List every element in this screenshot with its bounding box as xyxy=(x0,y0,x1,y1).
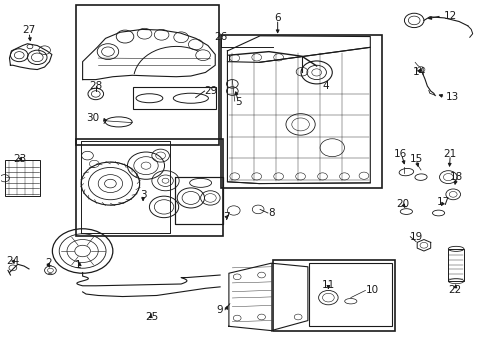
Text: 2: 2 xyxy=(45,258,52,268)
Text: 3: 3 xyxy=(140,190,146,200)
Text: 9: 9 xyxy=(216,305,222,315)
Bar xyxy=(133,87,216,109)
Text: 14: 14 xyxy=(411,67,425,77)
Text: 17: 17 xyxy=(436,197,449,207)
Text: 29: 29 xyxy=(204,86,217,96)
Bar xyxy=(4,160,40,196)
Text: 4: 4 xyxy=(322,81,328,91)
Text: 7: 7 xyxy=(222,212,229,221)
Text: 28: 28 xyxy=(89,81,102,91)
Text: 1: 1 xyxy=(74,260,81,270)
Bar xyxy=(221,35,381,188)
Text: 13: 13 xyxy=(445,92,458,102)
Text: 6: 6 xyxy=(274,13,281,23)
Bar xyxy=(308,263,391,326)
Text: 16: 16 xyxy=(393,149,407,159)
Text: 24: 24 xyxy=(6,256,20,266)
Text: 18: 18 xyxy=(449,172,462,182)
Text: 19: 19 xyxy=(409,232,423,242)
Text: 27: 27 xyxy=(22,25,36,35)
Text: 22: 22 xyxy=(447,285,461,296)
Text: 8: 8 xyxy=(267,208,274,218)
Bar xyxy=(447,249,463,281)
Text: 21: 21 xyxy=(443,149,456,159)
Text: 5: 5 xyxy=(234,97,241,107)
Bar xyxy=(272,260,394,331)
Text: 12: 12 xyxy=(443,11,456,21)
Text: 10: 10 xyxy=(365,285,378,296)
Bar xyxy=(76,139,222,235)
Bar xyxy=(76,5,219,145)
Text: 30: 30 xyxy=(85,113,99,123)
Text: 26: 26 xyxy=(214,32,227,42)
Text: 25: 25 xyxy=(145,312,158,322)
Bar xyxy=(175,177,222,224)
Text: 11: 11 xyxy=(321,280,334,290)
Text: 23: 23 xyxy=(14,154,27,164)
Text: 20: 20 xyxy=(396,199,408,210)
Text: 15: 15 xyxy=(408,154,422,164)
Bar xyxy=(175,177,222,224)
